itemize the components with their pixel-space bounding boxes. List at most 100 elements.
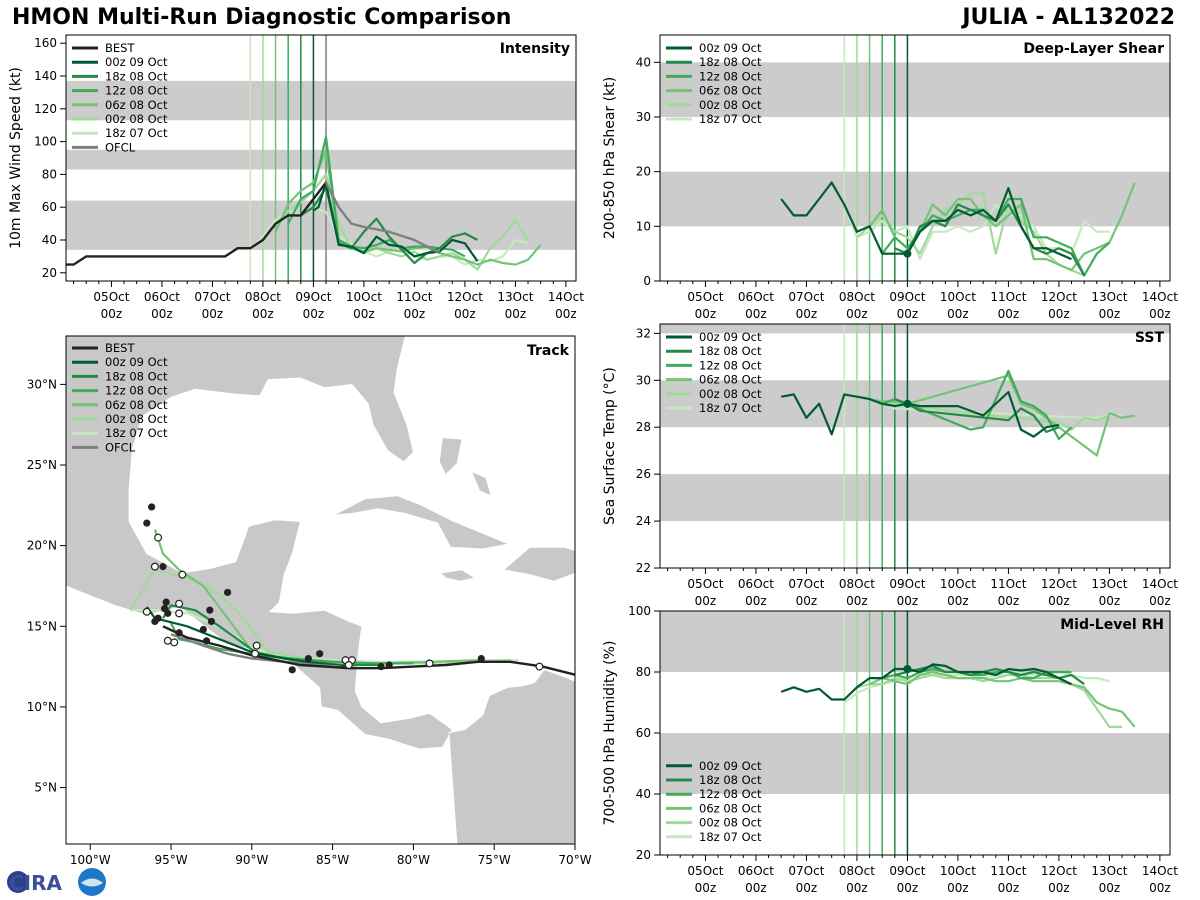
x-tick-label: 10Oct (346, 290, 382, 304)
x-tick-label: 13Oct (1091, 290, 1127, 304)
y-axis-label: 200-850 hPa Shear (kt) (602, 77, 618, 239)
legend-label: 12z 08 Oct (105, 84, 168, 98)
landmass-jamaica (440, 569, 476, 582)
track-point-closed (316, 650, 324, 658)
x-tick-sublabel: 00z (1099, 307, 1121, 321)
track-point-closed (304, 654, 312, 663)
y-tick-label: 32 (636, 326, 651, 340)
y-tick-label: 26 (636, 467, 651, 481)
x-tick-sublabel: 00z (846, 307, 868, 321)
track-point-closed (288, 666, 296, 674)
legend-label: 06z 08 Oct (105, 98, 168, 112)
y-tick-label: 28 (636, 420, 651, 434)
legend-label: 18z 07 Oct (699, 112, 762, 126)
y-tick-label: 120 (34, 102, 57, 116)
x-tick-sublabel: 00z (1048, 594, 1070, 608)
x-tick-sublabel: 00z (454, 307, 476, 321)
track-point-closed (175, 629, 183, 637)
init-marker (903, 249, 912, 258)
legend-label: 06z 08 Oct (699, 373, 762, 387)
sst-chart: 05Oct 00z 06Oct 00z 07Oct 00z 08Oct 00z 09Oct 00z… (602, 323, 1178, 608)
cira-logo: CIRA (7, 868, 106, 896)
legend-label: 18z 08 Oct (699, 55, 762, 69)
y-tick-label: 30 (636, 373, 651, 387)
series-line (869, 670, 1136, 728)
init-marker (903, 399, 912, 408)
intensity-band (66, 80, 576, 121)
x-tick-label: 07Oct (788, 577, 824, 591)
legend-label: BEST (105, 341, 135, 355)
x-tick-sublabel: 00z (897, 594, 919, 608)
intensity-band (66, 200, 576, 250)
x-tick-sublabel: 00z (695, 594, 717, 608)
landmass-north-america (65, 335, 453, 750)
x-tick-label: 07Oct (788, 864, 824, 878)
x-tick-label: 13Oct (497, 290, 533, 304)
x-tick-sublabel: 00z (745, 881, 767, 895)
y-tick-label: 60 (636, 726, 651, 740)
x-tick-sublabel: 00z (998, 594, 1020, 608)
intensity-chart: 05Oct 00z 06Oct 00z 07Oct 00z 08Oct 00z 09Oct 00z… (8, 34, 584, 321)
plot-frame (659, 323, 1171, 569)
x-tick-label: 14Oct (1142, 864, 1178, 878)
x-tick-label: 13Oct (1091, 864, 1127, 878)
y-tick-label: 10 (636, 219, 651, 233)
legend-label: 00z 08 Oct (699, 98, 762, 112)
y-tick-label: 15°N (27, 619, 57, 633)
y-tick-label: 20°N (27, 539, 57, 553)
y-axis-label: Sea Surface Temp (°C) (602, 367, 618, 525)
x-tick-label: 09Oct (295, 290, 331, 304)
legend-label: 12z 08 Oct (699, 358, 762, 372)
x-tick-sublabel: 00z (303, 307, 325, 321)
x-tick-sublabel: 00z (1048, 307, 1070, 321)
x-tick-label: 14Oct (548, 290, 584, 304)
track-point-open (170, 638, 179, 647)
legend-label: 12z 08 Oct (699, 69, 762, 83)
series-line (780, 181, 1072, 261)
legend-label: 00z 08 Oct (105, 412, 168, 426)
x-tick-sublabel: 00z (897, 307, 919, 321)
legend-label: 18z 07 Oct (105, 126, 168, 140)
series-line (249, 206, 529, 266)
series-line (780, 663, 1072, 701)
x-tick-sublabel: 00z (947, 307, 969, 321)
plot-frame (65, 335, 576, 845)
x-tick-label: 70°W (558, 853, 591, 867)
legend-label: 00z 08 Oct (699, 816, 762, 830)
track-point-closed (202, 637, 211, 645)
series-line (781, 390, 1060, 438)
x-tick-sublabel: 00z (1048, 881, 1070, 895)
x-tick-sublabel: 00z (555, 307, 577, 321)
intensity-band (660, 171, 1170, 227)
panel-title: Intensity (500, 41, 570, 57)
x-tick-label: 09Oct (889, 290, 925, 304)
track-point-open (163, 636, 172, 645)
x-tick-sublabel: 00z (796, 307, 818, 321)
x-tick-sublabel: 00z (947, 594, 969, 608)
x-tick-label: 14Oct (1142, 290, 1178, 304)
cira-logo-globe (7, 871, 29, 893)
x-tick-label: 11Oct (990, 864, 1026, 878)
y-tick-label: 40 (636, 787, 651, 801)
y-tick-label: 24 (636, 514, 651, 528)
intensity-band (660, 733, 1170, 794)
track-point-open (154, 533, 163, 542)
legend-label: 06z 08 Oct (699, 801, 762, 815)
init-marker (903, 664, 912, 673)
x-tick-label: 12Oct (1041, 577, 1077, 591)
x-tick-sublabel: 00z (998, 881, 1020, 895)
track-map: 100°W 95°W 90°W 85°W 80°W 75°W 70°W 5°N 10°N 15°N… (27, 335, 592, 867)
series-line (262, 173, 529, 271)
cira-logo-emblem-wave (81, 878, 103, 887)
y-tick-label: 20 (636, 848, 651, 862)
track-point-closed (159, 563, 167, 571)
x-tick-label: 05Oct (687, 577, 723, 591)
panel-title: Track (527, 343, 570, 359)
x-tick-sublabel: 00z (1149, 881, 1171, 895)
x-tick-sublabel: 00z (846, 594, 868, 608)
x-tick-sublabel: 00z (846, 881, 868, 895)
